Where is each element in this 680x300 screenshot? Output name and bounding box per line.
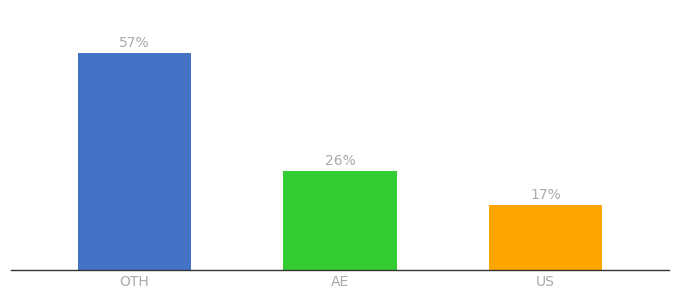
Text: 57%: 57% — [119, 36, 150, 50]
Text: 17%: 17% — [530, 188, 561, 202]
Text: 26%: 26% — [324, 154, 356, 168]
Bar — [284, 171, 396, 270]
Bar — [489, 205, 602, 270]
Bar — [78, 53, 191, 270]
